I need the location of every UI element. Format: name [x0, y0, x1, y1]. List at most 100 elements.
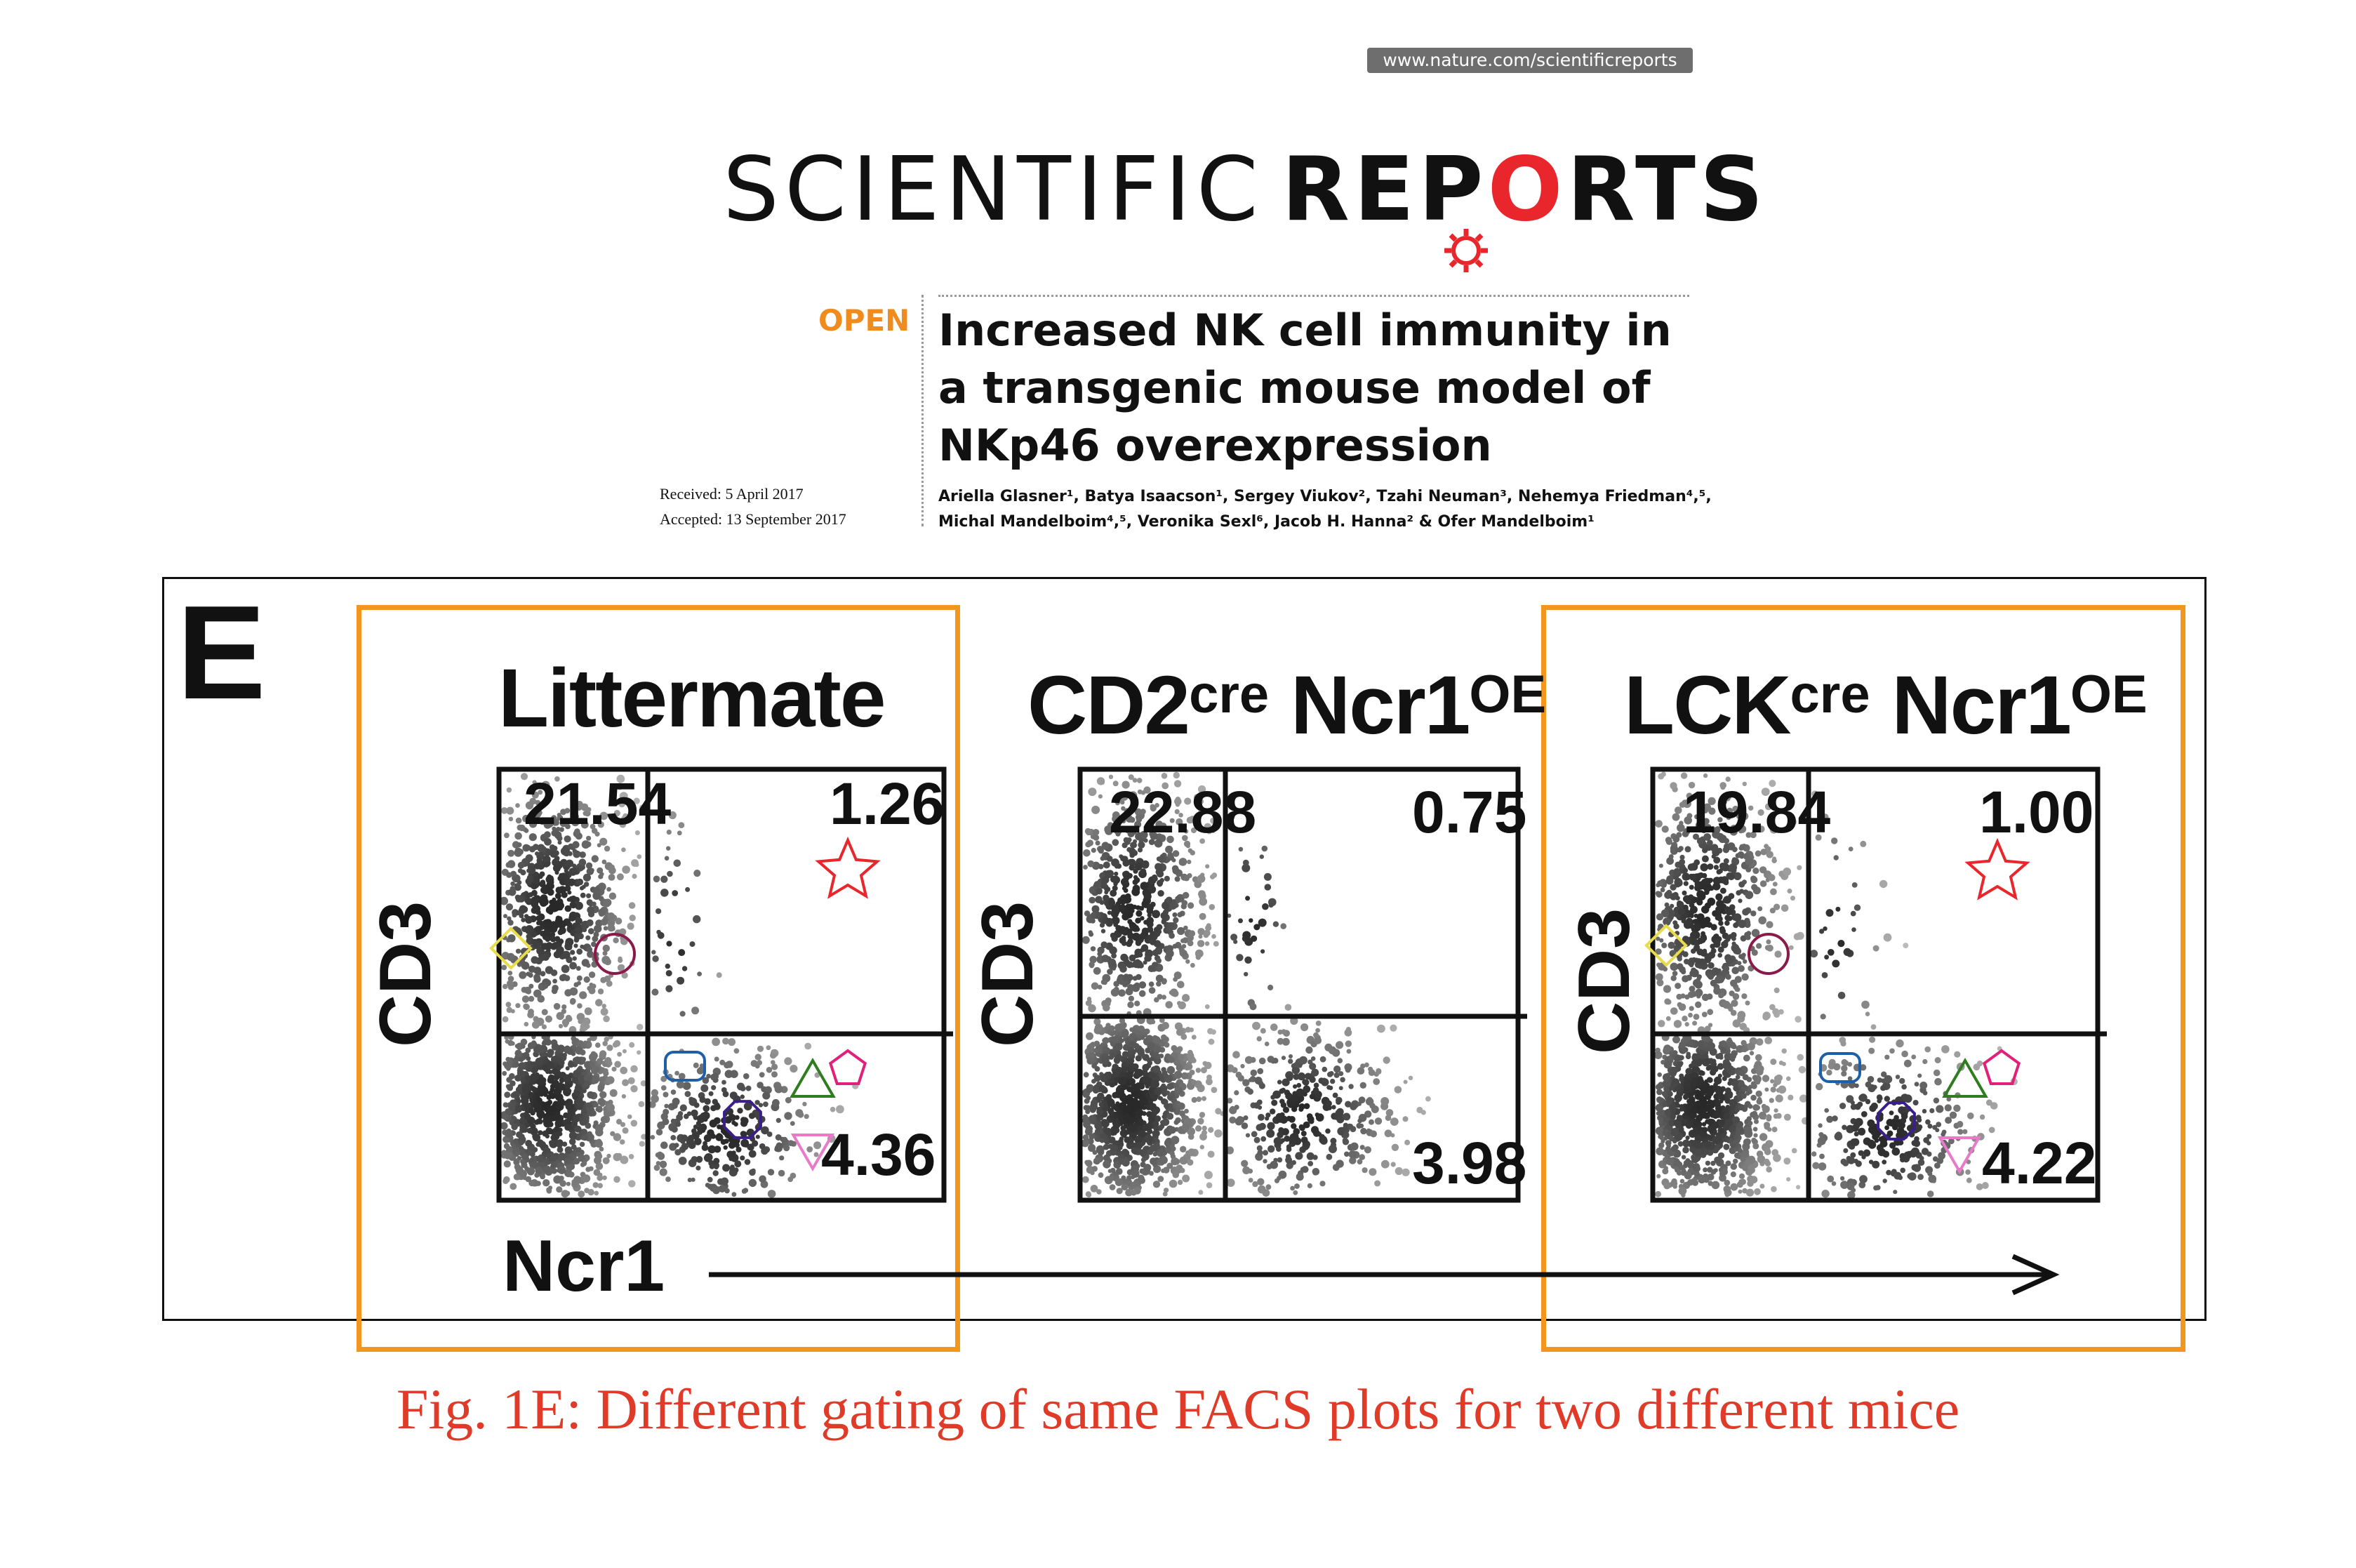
event-dot	[519, 913, 524, 919]
event-dot	[1128, 995, 1134, 1002]
event-dot	[1349, 1125, 1354, 1130]
event-dot	[1290, 1185, 1295, 1191]
event-dot	[1762, 1075, 1770, 1082]
event-dot	[535, 915, 542, 922]
event-dot	[559, 924, 564, 929]
event-dot	[559, 1083, 566, 1091]
event-dot	[1690, 907, 1696, 912]
event-dot	[1659, 938, 1664, 943]
event-dot	[1745, 866, 1752, 872]
event-dot	[1104, 901, 1110, 906]
event-dot	[1788, 945, 1794, 950]
event-dot	[1708, 797, 1716, 805]
event-dot	[1225, 1146, 1234, 1155]
event-dot	[1098, 947, 1103, 952]
event-dot	[1267, 1056, 1274, 1063]
event-dot	[1131, 1090, 1137, 1096]
event-dot	[1990, 1102, 1998, 1110]
event-dot	[1107, 1098, 1115, 1107]
event-dot	[533, 1180, 540, 1187]
event-dot	[576, 975, 583, 981]
event-dot	[1312, 1087, 1319, 1094]
event-dot	[1717, 952, 1723, 958]
event-dot	[552, 864, 561, 872]
event-dot	[1179, 950, 1187, 957]
event-dot	[1166, 926, 1173, 934]
event-dot	[532, 1094, 537, 1099]
panel-title-littermate: Littermate	[498, 652, 886, 745]
event-dot	[514, 1164, 521, 1171]
event-dot	[550, 1155, 557, 1162]
event-dot	[543, 1101, 551, 1109]
event-dot	[784, 1112, 792, 1120]
event-dot	[1723, 838, 1730, 844]
event-dot	[1126, 837, 1132, 842]
event-dot	[660, 1075, 667, 1082]
event-dot	[1114, 827, 1122, 835]
url-badge[interactable]: www.nature.com/scientificreports	[1367, 48, 1693, 73]
event-dot	[1682, 868, 1689, 873]
event-dot	[637, 1050, 641, 1055]
event-dot	[1672, 1184, 1677, 1189]
event-dot	[1756, 943, 1762, 949]
event-dot	[1723, 1062, 1730, 1069]
event-dot	[1098, 1084, 1106, 1092]
event-dot	[660, 1141, 668, 1149]
event-dot	[741, 1188, 747, 1194]
event-dot	[1087, 860, 1095, 868]
event-dot	[1144, 955, 1150, 962]
event-dot	[1093, 1089, 1099, 1094]
event-dot	[1377, 1024, 1385, 1033]
event-dot	[1752, 1127, 1758, 1132]
event-dot	[672, 1103, 678, 1109]
event-dot	[1181, 1123, 1190, 1131]
event-dot	[1113, 1036, 1120, 1043]
event-dot	[1082, 936, 1090, 944]
event-dot	[1917, 1159, 1925, 1166]
event-dot	[545, 921, 554, 929]
event-dot	[545, 1152, 552, 1159]
event-dot	[1684, 875, 1691, 880]
event-dot	[1162, 1070, 1168, 1076]
event-dot	[1195, 1125, 1202, 1132]
event-dot	[599, 885, 604, 890]
event-dot	[1661, 825, 1669, 833]
event-dot	[1742, 781, 1747, 787]
event-dot	[1105, 1094, 1112, 1101]
event-dot	[589, 1053, 597, 1062]
event-dot	[604, 1037, 609, 1042]
event-dot	[1156, 958, 1162, 964]
event-dot	[511, 1123, 518, 1131]
event-dot	[1272, 921, 1279, 927]
event-dot	[531, 791, 539, 799]
event-dot	[515, 1105, 523, 1113]
event-dot	[1733, 913, 1742, 922]
event-dot	[1914, 1082, 1919, 1087]
event-dot	[676, 1114, 683, 1121]
event-dot	[1112, 1064, 1117, 1069]
event-dot	[527, 1042, 535, 1049]
event-dot	[1333, 1065, 1341, 1073]
event-dot	[1132, 904, 1138, 910]
event-dot	[593, 1120, 599, 1126]
event-dot	[514, 1152, 519, 1157]
panel-letter: E	[177, 578, 266, 727]
event-dot	[583, 873, 591, 882]
event-dot	[1137, 847, 1143, 853]
event-dot	[1093, 1075, 1101, 1082]
event-dot	[531, 938, 539, 946]
event-dot	[1740, 935, 1747, 942]
event-dot	[1740, 1156, 1746, 1162]
event-dot	[507, 971, 513, 976]
event-dot	[655, 1161, 661, 1166]
event-dot	[574, 1125, 582, 1133]
event-dot	[1096, 1189, 1102, 1195]
event-dot	[622, 1079, 630, 1087]
event-dot	[1168, 1107, 1173, 1112]
event-dot	[1698, 1175, 1706, 1184]
event-dot	[1312, 1155, 1318, 1160]
event-dot	[505, 1108, 512, 1115]
event-dot	[1187, 859, 1192, 865]
event-dot	[1206, 829, 1212, 835]
event-dot	[573, 1114, 580, 1122]
